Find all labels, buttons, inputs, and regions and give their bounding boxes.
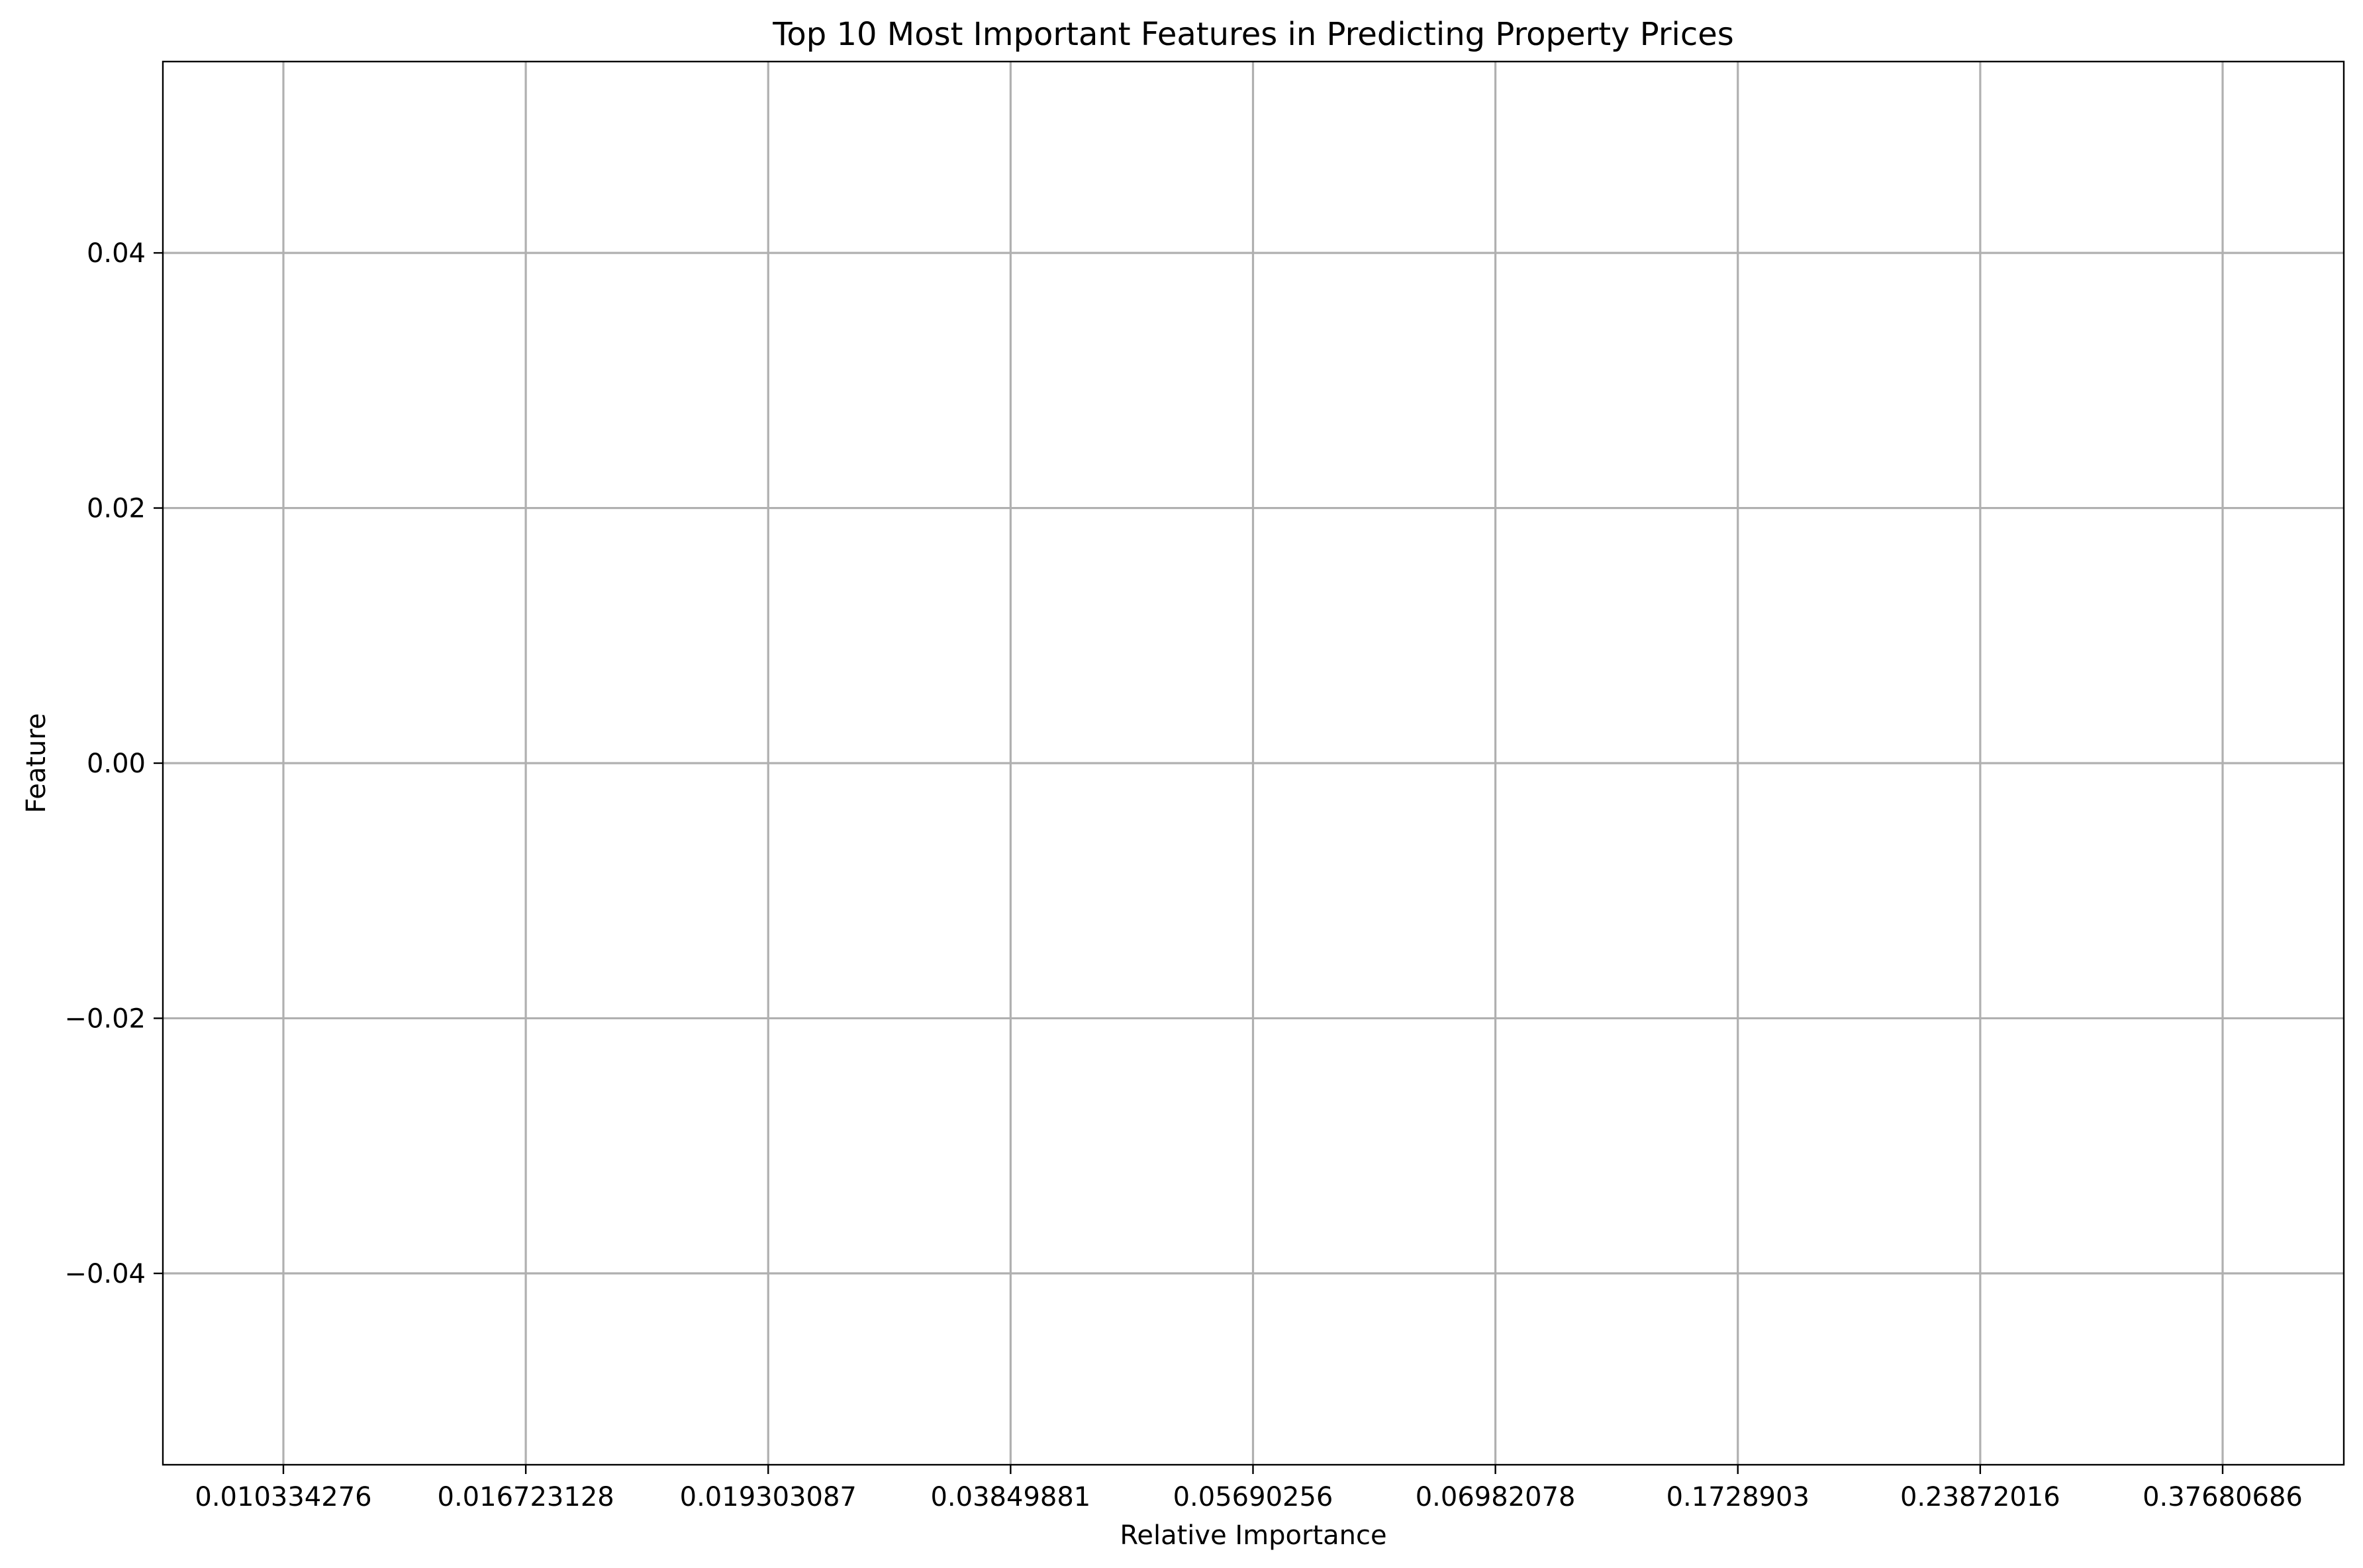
y-axis-label: Feature: [21, 713, 52, 813]
x-tick-label: 0.010334276: [195, 1482, 371, 1512]
x-tick-label: 0.1728903: [1666, 1482, 1809, 1512]
x-tick-label: 0.03849881: [930, 1482, 1090, 1512]
x-tick-label: 0.016723128: [438, 1482, 614, 1512]
y-tick-label: 0.02: [87, 494, 146, 524]
grid-layer: [163, 62, 2344, 1465]
x-axis-ticks: 0.010334276 0.016723128 0.019303087 0.03849…: [195, 1465, 2303, 1512]
x-tick-label: 0.019303087: [680, 1482, 857, 1512]
y-tick-label: 0.04: [87, 238, 146, 269]
x-tick-label: 0.23872016: [1900, 1482, 2060, 1512]
y-axis-ticks: 0.04 0.02 0.00 −0.02 −0.04: [64, 238, 163, 1289]
chart-title: Top 10 Most Important Features in Predic…: [772, 16, 1734, 53]
x-axis-label: Relative Importance: [1120, 1520, 1386, 1551]
x-tick-label: 0.05690256: [1173, 1482, 1333, 1512]
x-tick-label: 0.06982078: [1416, 1482, 1576, 1512]
y-tick-label: −0.04: [64, 1259, 146, 1289]
x-tick-label: 0.37680686: [2143, 1482, 2303, 1512]
plot-frame: [162, 60, 2345, 1466]
y-tick-label: −0.02: [64, 1003, 146, 1034]
y-tick-label: 0.00: [87, 749, 146, 779]
